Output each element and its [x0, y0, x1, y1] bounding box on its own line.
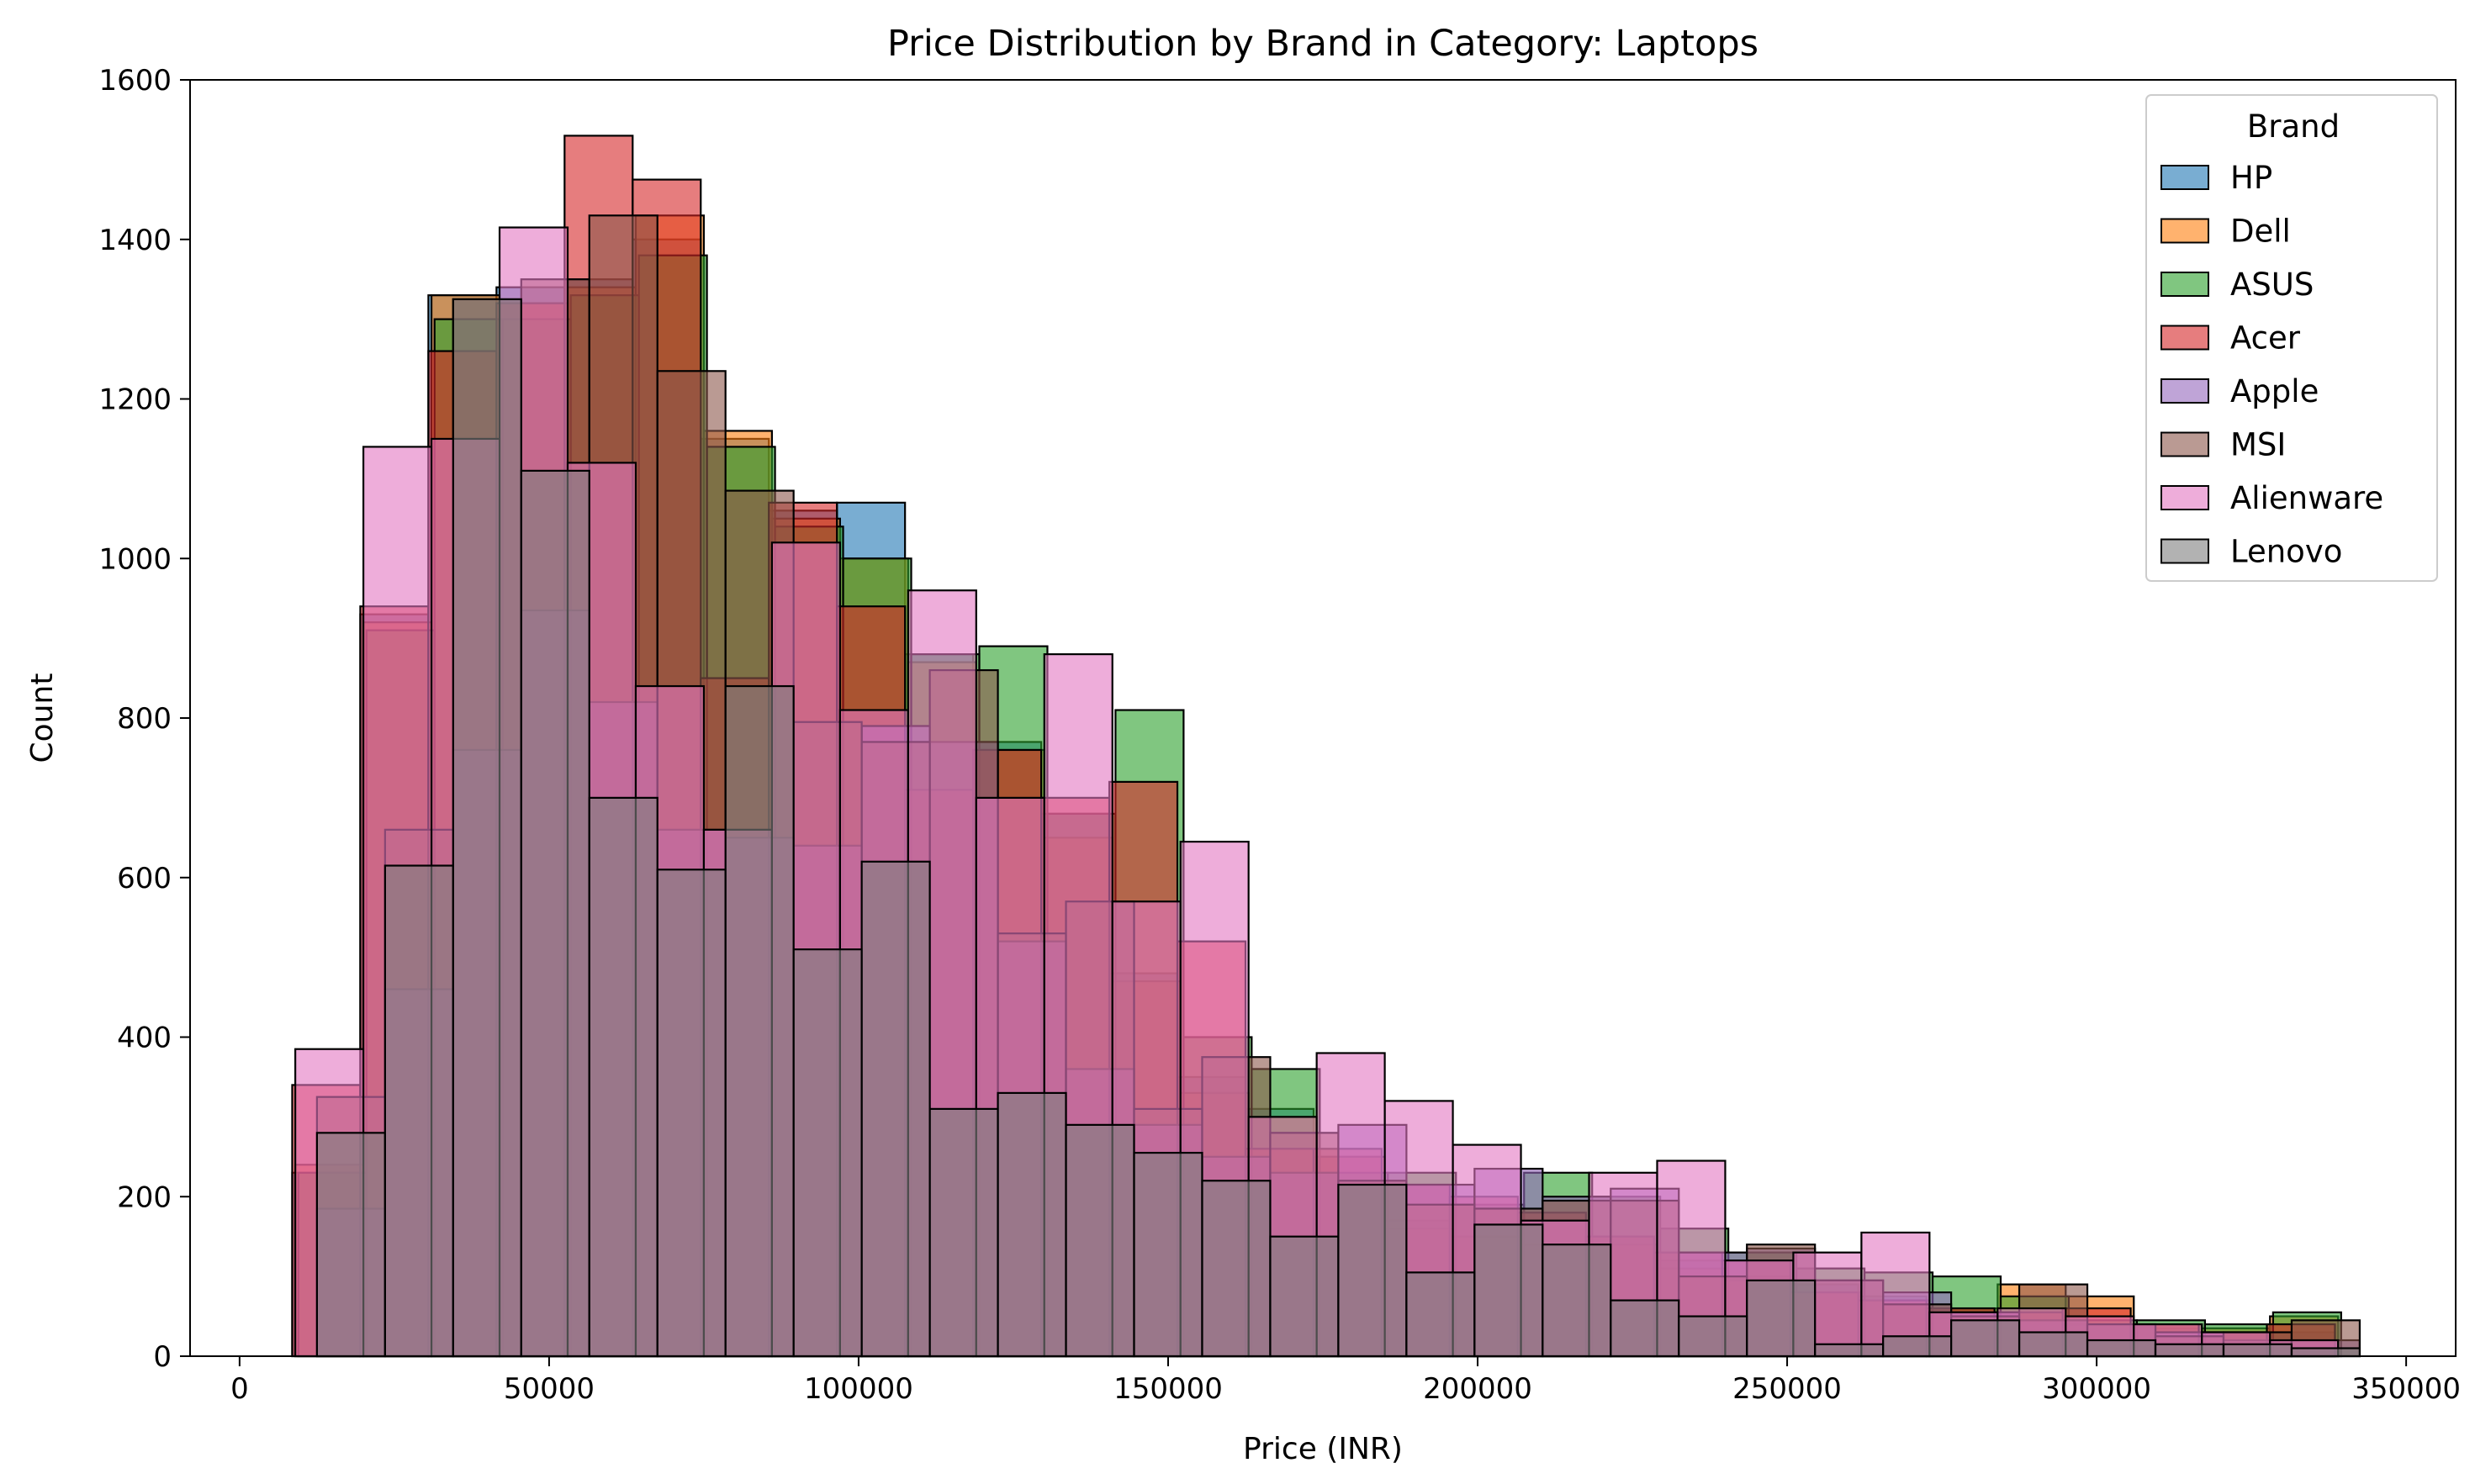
y-tick-label: 1200 [98, 383, 172, 417]
legend-label: HP [2230, 160, 2272, 196]
histogram-bars [291, 135, 2361, 1358]
bar-lenovo-29 [2290, 1347, 2361, 1358]
bar-lenovo-7 [792, 948, 863, 1358]
legend-swatch [2160, 218, 2209, 244]
bar-lenovo-19 [1610, 1299, 1680, 1358]
bar-lenovo-0 [315, 1132, 386, 1358]
legend-label: ASUS [2230, 267, 2314, 303]
legend-label: MSI [2230, 427, 2286, 463]
bar-lenovo-3 [520, 469, 590, 1358]
x-tick-label: 150000 [1113, 1372, 1223, 1406]
bar-lenovo-14 [1269, 1235, 1340, 1358]
chart-title: Price Distribution by Brand in Category:… [887, 23, 1759, 65]
legend-swatch [2160, 485, 2209, 510]
x-tick-label: 250000 [1732, 1372, 1842, 1406]
legend-item-acer: Acer [2160, 320, 2301, 356]
legend-swatch [2160, 272, 2209, 297]
legend-swatch [2160, 165, 2209, 190]
bar-lenovo-9 [928, 1107, 999, 1358]
y-tick-label: 600 [117, 862, 172, 895]
bar-lenovo-26 [2086, 1339, 2157, 1358]
y-tick-label: 400 [117, 1022, 172, 1055]
y-axis-ticks: 0 200 400 600 800 1000 1200 1400 1600 [98, 64, 190, 1374]
legend-item-msi: MSI [2160, 427, 2286, 463]
legend-label: Dell [2230, 214, 2291, 250]
legend-items: HP Dell ASUS Acer Apple MSI Alienware Lenovo [2160, 160, 2383, 570]
y-tick-label: 0 [153, 1340, 172, 1374]
bar-lenovo-24 [1950, 1319, 2021, 1358]
legend-swatch [2160, 325, 2209, 351]
series-lenovo [315, 298, 2361, 1358]
bar-lenovo-15 [1337, 1183, 1408, 1358]
bar-lenovo-10 [997, 1091, 1067, 1358]
x-axis-label: Price (INR) [1243, 1432, 1403, 1466]
legend-label: Lenovo [2230, 534, 2342, 570]
bar-lenovo-20 [1678, 1315, 1748, 1358]
bar-lenovo-25 [2018, 1331, 2089, 1358]
y-axis-label: Count [25, 673, 60, 763]
bar-lenovo-11 [1065, 1123, 1135, 1358]
legend-item-lenovo: Lenovo [2160, 534, 2342, 570]
bar-lenovo-21 [1746, 1279, 1817, 1358]
x-tick-label: 0 [230, 1372, 249, 1406]
legend-item-alienware: Alienware [2160, 480, 2383, 516]
y-tick-label: 800 [117, 702, 172, 736]
bar-lenovo-8 [860, 860, 931, 1358]
y-tick-label: 1400 [98, 224, 172, 257]
bar-lenovo-22 [1814, 1343, 1885, 1358]
bar-lenovo-13 [1201, 1180, 1272, 1358]
legend-swatch [2160, 431, 2209, 457]
y-tick-label: 200 [117, 1180, 172, 1214]
legend-swatch [2160, 378, 2209, 404]
legend-box [2145, 94, 2438, 582]
legend: Brand HP Dell ASUS Acer Apple MSI Alienware Len… [2145, 94, 2438, 582]
bar-lenovo-5 [656, 869, 727, 1358]
bar-lenovo-12 [1133, 1151, 1203, 1358]
bar-lenovo-4 [588, 796, 658, 1358]
legend-item-hp: HP [2160, 160, 2272, 196]
legend-label: Apple [2230, 373, 2319, 409]
bar-lenovo-1 [383, 864, 454, 1358]
bar-lenovo-23 [1882, 1335, 1953, 1358]
y-tick-label: 1600 [98, 64, 172, 98]
x-axis-ticks: 0 50000 100000 150000 200000 250000 300000 3500… [230, 1356, 2461, 1406]
legend-item-apple: Apple [2160, 373, 2319, 409]
legend-item-asus: ASUS [2160, 267, 2314, 303]
bar-lenovo-17 [1473, 1223, 1544, 1358]
bar-lenovo-27 [2154, 1343, 2225, 1358]
bar-lenovo-18 [1542, 1244, 1612, 1358]
bar-lenovo-2 [452, 298, 522, 1358]
bar-lenovo-28 [2222, 1343, 2293, 1358]
bar-lenovo-6 [724, 684, 795, 1358]
legend-label: Acer [2230, 320, 2301, 356]
legend-item-dell: Dell [2160, 214, 2291, 250]
x-tick-label: 200000 [1423, 1372, 1532, 1406]
x-tick-label: 50000 [504, 1372, 595, 1406]
legend-title: Brand [2247, 108, 2340, 145]
legend-label: Alienware [2230, 480, 2383, 516]
x-tick-label: 350000 [2351, 1372, 2461, 1406]
x-tick-label: 300000 [2042, 1372, 2151, 1406]
x-tick-label: 100000 [804, 1372, 913, 1406]
y-tick-label: 1000 [98, 542, 172, 576]
bar-lenovo-16 [1405, 1271, 1476, 1358]
legend-swatch [2160, 538, 2209, 564]
